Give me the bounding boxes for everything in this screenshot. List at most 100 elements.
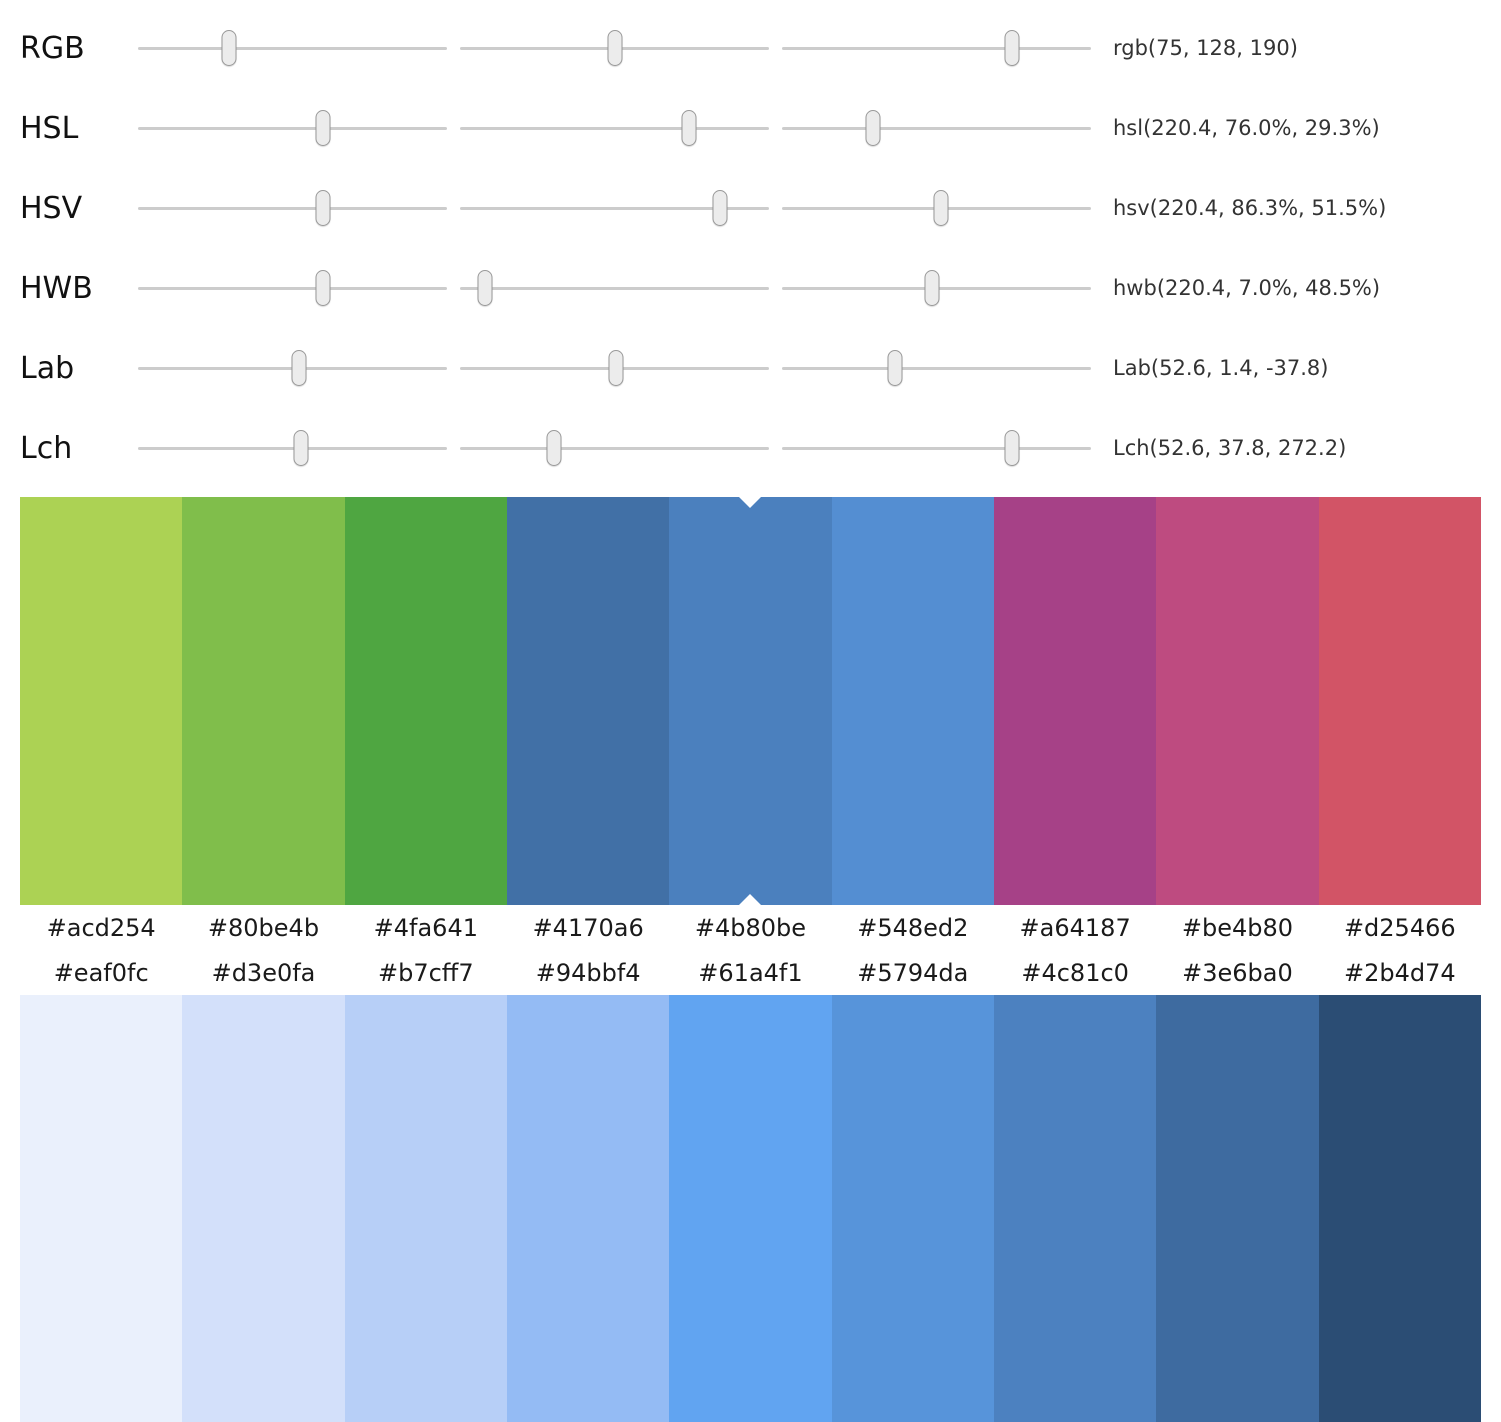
hex-label: #80be4b (207, 913, 320, 942)
hsv-slider-track-1[interactable] (138, 190, 447, 226)
hex-label: #61a4f1 (698, 958, 803, 987)
palette-swatch[interactable] (993, 995, 1157, 1422)
hue-palette (20, 497, 1481, 905)
hsl-slider-thumb-1[interactable] (315, 110, 331, 146)
lab-slider-track-3[interactable] (782, 350, 1091, 386)
palette-swatch[interactable] (1318, 995, 1481, 1422)
slider-row-lch: Lch Lch(52.6, 37.8, 272.2) (20, 408, 1481, 488)
hsv-slider-thumb-2[interactable] (712, 190, 728, 226)
hex-label: #4fa641 (373, 913, 478, 942)
hwb-slider-thumb-1[interactable] (315, 270, 331, 306)
slider-panel: RGB rgb(75, 128, 190) HSL hsl(220.4, 76.… (0, 0, 1501, 488)
hex-label: #eaf0fc (53, 958, 149, 987)
lab-slider-track-2[interactable] (460, 350, 769, 386)
lch-slider-track-1[interactable] (138, 430, 447, 466)
selection-notch-bottom-icon (739, 894, 762, 905)
slider-row-hwb: HWB hwb(220.4, 7.0%, 48.5%) (20, 248, 1481, 328)
slider-row-hsl: HSL hsl(220.4, 76.0%, 29.3%) (20, 88, 1481, 168)
palette-swatch[interactable] (669, 995, 832, 1422)
palette-swatch-selected[interactable] (669, 497, 832, 905)
hsl-slider-thumb-3[interactable] (865, 110, 881, 146)
rgb-slider-track-1[interactable] (138, 30, 447, 66)
tone-palette (20, 995, 1481, 1422)
hsv-slider-track-3[interactable] (782, 190, 1091, 226)
hsl-tracks (138, 110, 1091, 146)
slider-row-hsv: HSV hsv(220.4, 86.3%, 51.5%) (20, 168, 1481, 248)
hex-label: #3e6ba0 (1182, 958, 1293, 987)
palette-swatch[interactable] (20, 497, 183, 905)
hwb-slider-thumb-3[interactable] (924, 270, 940, 306)
hwb-slider-track-3[interactable] (782, 270, 1091, 306)
palette-swatch[interactable] (993, 497, 1157, 905)
hwb-slider-thumb-2[interactable] (477, 270, 493, 306)
hwb-slider-track-2[interactable] (460, 270, 769, 306)
lch-slider-thumb-3[interactable] (1004, 430, 1020, 466)
lch-value-text: Lch(52.6, 37.8, 272.2) (1113, 436, 1347, 460)
hex-label: #5794da (857, 958, 969, 987)
hsv-slider-track-2[interactable] (460, 190, 769, 226)
lch-slider-thumb-1[interactable] (293, 430, 309, 466)
palette-swatch[interactable] (344, 497, 507, 905)
hsl-slider-track-1[interactable] (138, 110, 447, 146)
hue-hex-labels: #acd254 #80be4b #4fa641 #4170a6 #4b80be … (20, 905, 1481, 950)
hwb-tracks (138, 270, 1091, 306)
palette-swatch[interactable] (831, 995, 994, 1422)
hex-label: #d3e0fa (211, 958, 316, 987)
hsl-value-text: hsl(220.4, 76.0%, 29.3%) (1113, 116, 1380, 140)
hex-label: #d25466 (1343, 913, 1456, 942)
lch-slider-track-3[interactable] (782, 430, 1091, 466)
hex-label: #acd254 (46, 913, 156, 942)
hsv-tracks (138, 190, 1091, 226)
lch-tracks (138, 430, 1091, 466)
hex-label: #94bbf4 (535, 958, 641, 987)
palette-swatch[interactable] (831, 497, 994, 905)
hsl-slider-thumb-2[interactable] (681, 110, 697, 146)
hex-label: #b7cff7 (378, 958, 474, 987)
rgb-slider-track-3[interactable] (782, 30, 1091, 66)
palette-swatch[interactable] (344, 995, 507, 1422)
lab-slider-thumb-1[interactable] (291, 350, 307, 386)
hsv-slider-thumb-3[interactable] (933, 190, 949, 226)
hsv-slider-thumb-1[interactable] (315, 190, 331, 226)
rgb-slider-thumb-3[interactable] (1004, 30, 1020, 66)
hex-label: #4170a6 (532, 913, 644, 942)
hsl-slider-track-3[interactable] (782, 110, 1091, 146)
hex-label: #be4b80 (1181, 913, 1294, 942)
hex-label: #4c81c0 (1021, 958, 1129, 987)
hex-label: #2b4d74 (1343, 958, 1456, 987)
colorspace-label-rgb: RGB (20, 30, 85, 66)
hsv-value-text: hsv(220.4, 86.3%, 51.5%) (1113, 196, 1387, 220)
lab-slider-track-1[interactable] (138, 350, 447, 386)
palette-swatch[interactable] (1156, 995, 1319, 1422)
rgb-tracks (138, 30, 1091, 66)
slider-row-rgb: RGB rgb(75, 128, 190) (20, 8, 1481, 88)
palette-swatch[interactable] (182, 497, 345, 905)
lch-slider-thumb-2[interactable] (546, 430, 562, 466)
palette-swatch[interactable] (506, 497, 670, 905)
lab-slider-thumb-2[interactable] (608, 350, 624, 386)
palette-swatch[interactable] (506, 995, 670, 1422)
palette-swatch[interactable] (20, 995, 183, 1422)
lch-slider-track-2[interactable] (460, 430, 769, 466)
palette-swatch[interactable] (182, 995, 345, 1422)
hex-label: #4b80be (694, 913, 807, 942)
palette-swatch[interactable] (1318, 497, 1481, 905)
rgb-slider-thumb-1[interactable] (221, 30, 237, 66)
lab-tracks (138, 350, 1091, 386)
colorspace-label-lch: Lch (20, 430, 73, 466)
rgb-slider-track-2[interactable] (460, 30, 769, 66)
lab-slider-thumb-3[interactable] (887, 350, 903, 386)
palette-swatch[interactable] (1156, 497, 1319, 905)
hwb-slider-track-1[interactable] (138, 270, 447, 306)
hwb-value-text: hwb(220.4, 7.0%, 48.5%) (1113, 276, 1381, 300)
slider-row-lab: Lab Lab(52.6, 1.4, -37.8) (20, 328, 1481, 408)
colorspace-label-hwb: HWB (20, 270, 93, 306)
colorspace-label-lab: Lab (20, 350, 75, 386)
colorspace-label-hsv: HSV (20, 190, 83, 226)
hex-label: #548ed2 (857, 913, 969, 942)
hsl-slider-track-2[interactable] (460, 110, 769, 146)
rgb-value-text: rgb(75, 128, 190) (1113, 36, 1298, 60)
selection-notch-top-icon (739, 497, 762, 508)
rgb-slider-thumb-2[interactable] (607, 30, 623, 66)
colorspace-label-hsl: HSL (20, 110, 79, 146)
